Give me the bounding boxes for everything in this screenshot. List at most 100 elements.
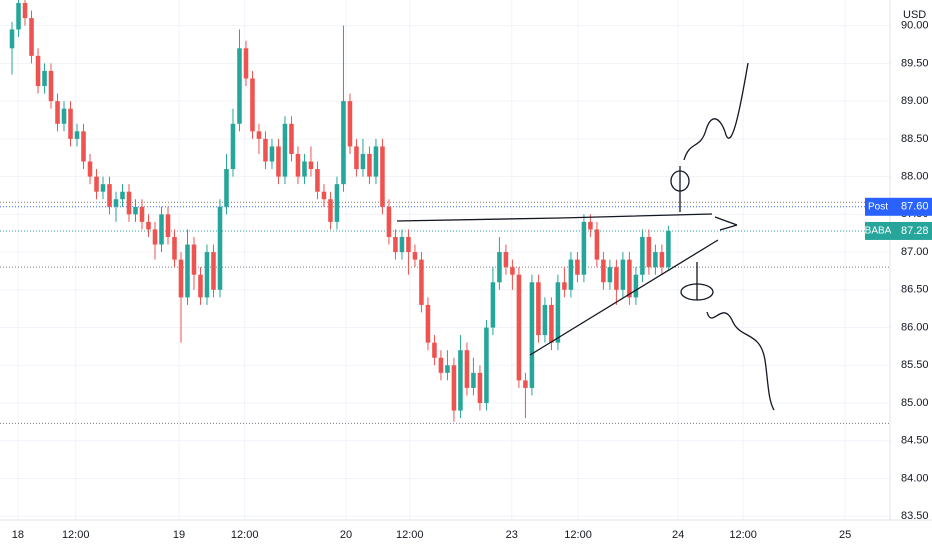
y-tick-label: 84.50: [901, 435, 929, 447]
price-line-value: 87.28: [901, 225, 929, 237]
y-tick-label: 88.00: [901, 171, 929, 183]
candle-body: [113, 199, 119, 207]
candle-body: [263, 138, 268, 162]
x-tick-label: 23: [506, 529, 518, 541]
x-tick-label: 12:00: [396, 529, 424, 541]
candle-body: [308, 161, 314, 170]
candle-body: [503, 252, 509, 268]
candles: [9, 0, 671, 422]
candle-body: [224, 169, 229, 207]
price-line-name: BABA: [865, 226, 892, 237]
candle-body: [165, 214, 171, 237]
x-tick-label: 20: [340, 529, 352, 541]
y-tick-label: 85.50: [901, 359, 929, 371]
x-tick-label: 19: [173, 529, 185, 541]
candle-body: [425, 304, 431, 343]
price-label-box: [891, 197, 932, 216]
candle-body: [646, 236, 652, 268]
candle-body: [555, 282, 561, 343]
candle-body: [386, 206, 392, 237]
candle-body: [607, 267, 613, 283]
candle-body: [74, 131, 80, 139]
candle-body: [406, 236, 411, 253]
price-line-name: Post: [868, 201, 888, 212]
y-tick-label: 86.50: [901, 284, 929, 296]
candle-body: [133, 206, 138, 215]
candle-body: [653, 252, 658, 268]
candle-body: [100, 184, 106, 192]
candle-body: [380, 146, 385, 207]
y-tick-label: 87.00: [901, 246, 929, 258]
candle-body: [198, 274, 203, 298]
candle-body: [217, 206, 223, 290]
candle-body: [159, 214, 164, 245]
candle-body: [178, 259, 184, 298]
candle-body: [172, 236, 177, 260]
drawings: [396, 62, 775, 411]
candle-body: [139, 206, 145, 222]
candle-body: [659, 252, 665, 268]
candle-body: [276, 146, 281, 177]
y-tick-label: 89.00: [901, 95, 929, 107]
candle-body: [360, 153, 366, 170]
candle-body: [29, 18, 34, 56]
candle-body: [432, 342, 437, 358]
candle-body: [282, 123, 288, 177]
candle-body: [185, 244, 190, 298]
candle-body: [620, 259, 626, 290]
candle-body: [549, 304, 554, 343]
candle-body: [523, 380, 528, 388]
candle-body: [35, 55, 41, 87]
candle-body: [347, 101, 353, 147]
candle-body: [250, 78, 255, 132]
x-tick-label: 12:00: [62, 529, 90, 541]
candle-body: [81, 131, 86, 162]
candle-body: [633, 274, 639, 298]
grid: [0, 0, 890, 520]
candle-body: [464, 350, 470, 388]
candle-body: [269, 146, 275, 162]
candle-body: [68, 108, 73, 139]
candle-body: [146, 221, 151, 230]
y-tick-label: 86.00: [901, 321, 929, 333]
candle-body: [237, 48, 242, 124]
resistance-line: [396, 213, 713, 222]
candle-body: [438, 357, 444, 373]
y-tick-label: 89.50: [901, 57, 929, 69]
path-down: [706, 311, 775, 411]
candle-body: [321, 191, 327, 200]
x-tick-label: 12:00: [564, 529, 592, 541]
levels: [0, 201, 890, 424]
axes: 83.50 84.00 84.50 85.00 85.50 86.00 86.50 87.00…: [12, 20, 932, 541]
x-tick-label: 18: [12, 529, 24, 541]
candle-body: [94, 176, 99, 192]
y-tick-label: 88.50: [901, 133, 929, 145]
candle-body: [256, 131, 262, 139]
candle-body: [42, 70, 47, 87]
candle-body: [16, 3, 21, 30]
x-tick-label: 12:00: [231, 529, 259, 541]
candle-body: [243, 48, 249, 79]
candle-body: [120, 191, 125, 200]
candle-body: [126, 191, 132, 215]
y-tick-label: 85.00: [901, 397, 929, 409]
candle-body: [516, 274, 522, 381]
price-label-box: [891, 221, 932, 240]
axis-unit: USD: [903, 9, 926, 21]
x-tick-label: 12:00: [729, 529, 757, 541]
candle-body: [55, 101, 60, 124]
name-label-box: [865, 197, 891, 216]
candle-body: [458, 350, 463, 411]
candle-body: [529, 282, 535, 388]
candle-body: [484, 327, 489, 404]
candle-body: [594, 229, 600, 260]
candle-body: [471, 372, 476, 388]
candle-body: [107, 184, 112, 207]
candle-body: [315, 169, 320, 192]
candle-body: [341, 101, 346, 185]
candle-body: [152, 229, 158, 245]
candle-body: [399, 236, 405, 253]
candle-body: [22, 3, 28, 19]
x-tick-label: 25: [839, 529, 851, 541]
